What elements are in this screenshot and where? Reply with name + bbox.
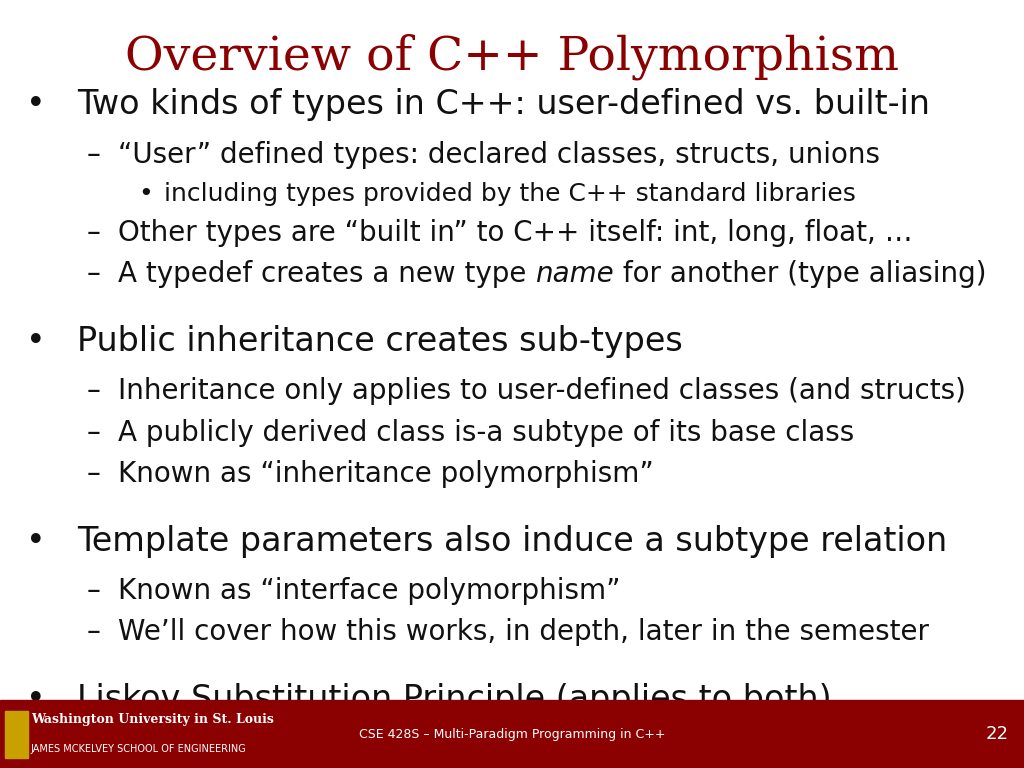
- Text: Known as “inheritance polymorphism”: Known as “inheritance polymorphism”: [118, 460, 653, 488]
- Text: –: –: [87, 735, 101, 763]
- Text: •: •: [26, 525, 45, 558]
- Text: •: •: [26, 683, 45, 716]
- Text: CSE 428S – Multi-Paradigm Programming in C++: CSE 428S – Multi-Paradigm Programming in…: [358, 728, 666, 740]
- Bar: [0, 700, 1024, 768]
- Text: –: –: [87, 377, 101, 405]
- Text: •: •: [138, 182, 153, 206]
- Text: Other types are “built in” to C++ itself: int, long, float, …: Other types are “built in” to C++ itself…: [118, 219, 912, 247]
- Text: including types provided by the C++ standard libraries: including types provided by the C++ stan…: [164, 182, 856, 206]
- Text: Inheritance only applies to user-defined classes (and structs): Inheritance only applies to user-defined…: [118, 377, 966, 405]
- Text: Two kinds of types in C++: user-defined vs. built-in: Two kinds of types in C++: user-defined …: [77, 88, 930, 121]
- Text: Public inheritance creates sub-types: Public inheritance creates sub-types: [77, 325, 683, 358]
- Text: •: •: [26, 325, 45, 358]
- Text: name: name: [535, 260, 613, 288]
- Text: –: –: [87, 577, 101, 604]
- Text: –: –: [87, 460, 101, 488]
- Text: Template parameters also induce a subtype relation: Template parameters also induce a subtyp…: [77, 525, 947, 558]
- Text: JAMES MCKELVEY SCHOOL OF ENGINEERING: JAMES MCKELVEY SCHOOL OF ENGINEERING: [31, 744, 247, 754]
- Text: Liskov Substitution Principle (applies to both): Liskov Substitution Principle (applies t…: [77, 683, 831, 716]
- Text: We’ll cover how this works, in depth, later in the semester: We’ll cover how this works, in depth, la…: [118, 618, 929, 646]
- Text: •: •: [26, 88, 45, 121]
- Text: if S is a subtype of T, wherever you need a T you can use an S: if S is a subtype of T, wherever you nee…: [118, 735, 984, 763]
- Text: –: –: [87, 618, 101, 646]
- Text: 22: 22: [986, 725, 1009, 743]
- Text: for another (type aliasing): for another (type aliasing): [613, 260, 986, 288]
- Text: –: –: [87, 141, 101, 168]
- Text: A typedef creates a new type: A typedef creates a new type: [118, 260, 535, 288]
- Text: A publicly derived class is-a subtype of its base class: A publicly derived class is-a subtype of…: [118, 419, 854, 446]
- Text: Overview of C++ Polymorphism: Overview of C++ Polymorphism: [125, 33, 899, 80]
- Text: –: –: [87, 419, 101, 446]
- Text: –: –: [87, 219, 101, 247]
- Text: Known as “interface polymorphism”: Known as “interface polymorphism”: [118, 577, 621, 604]
- Text: “User” defined types: declared classes, structs, unions: “User” defined types: declared classes, …: [118, 141, 880, 168]
- Text: Washington University in St. Louis: Washington University in St. Louis: [31, 713, 273, 726]
- Bar: [5, 710, 28, 758]
- Text: –: –: [87, 260, 101, 288]
